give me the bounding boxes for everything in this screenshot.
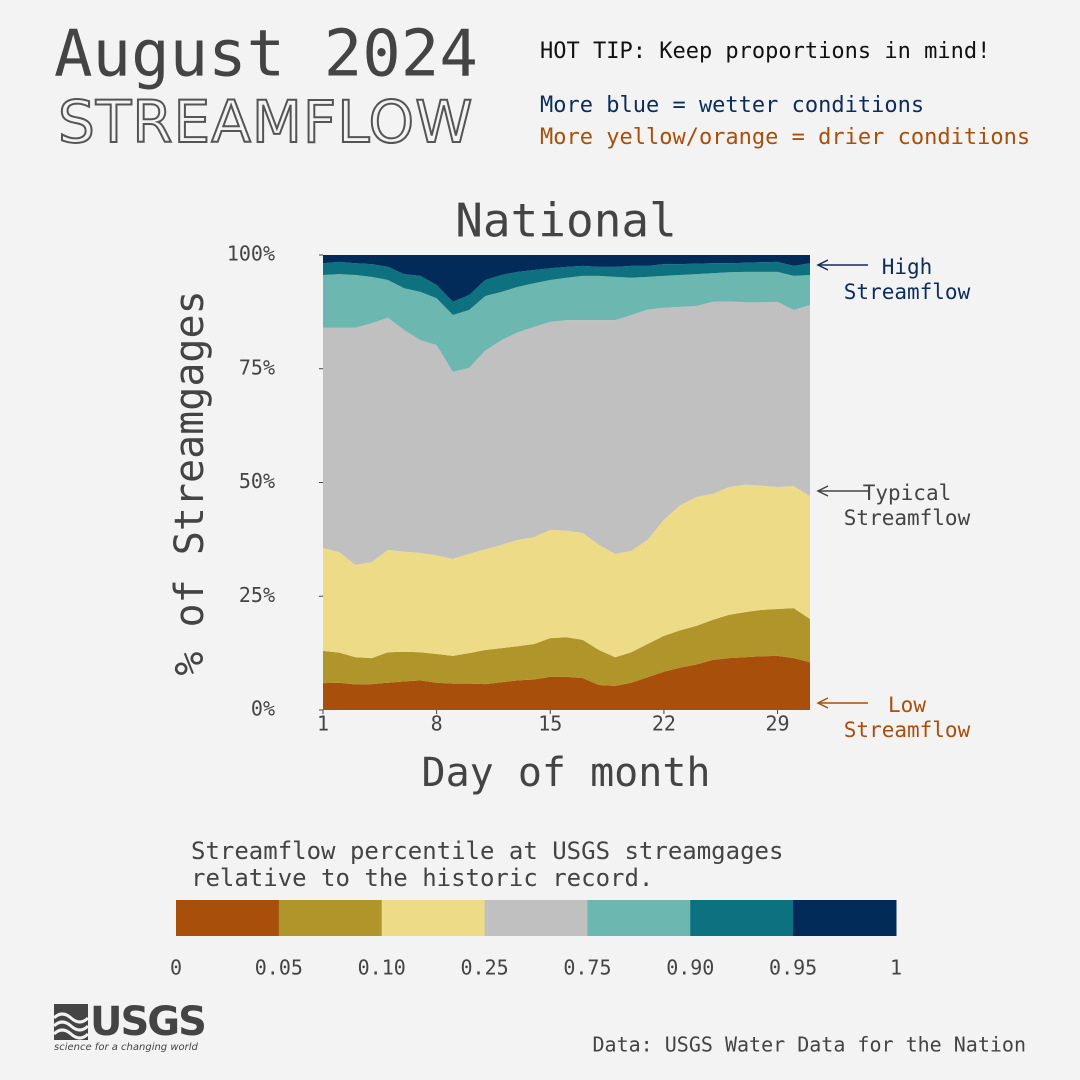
title: August 2024 <box>54 18 478 92</box>
colorbar-tick-label: 0.10 <box>358 956 406 980</box>
logo-waves <box>52 1012 90 1040</box>
logo-tagline: science for a changing world <box>54 1042 199 1053</box>
colorbar-title: Streamflow percentile at USGS streamgage… <box>191 837 783 865</box>
colorbar-tick-label: 0.75 <box>563 956 611 980</box>
colorbar-tick-label: 0.95 <box>769 956 817 980</box>
colorbar-swatch <box>278 900 383 936</box>
y-tick-label: 50% <box>239 469 275 493</box>
x-tick-label: 29 <box>765 712 789 736</box>
area <box>323 301 810 565</box>
area <box>323 655 810 710</box>
chart-title: National <box>455 194 677 248</box>
tip: HOT TIP: Keep proportions in mind! <box>540 39 990 64</box>
y-tick-label: 25% <box>239 583 275 607</box>
colorbar-swatch <box>793 900 897 936</box>
colorbar-tick-label: 0.05 <box>255 956 303 980</box>
colorbar-tick-label: 0 <box>170 956 182 980</box>
area <box>323 255 810 302</box>
colorbar-swatch <box>690 900 794 936</box>
annotation: Streamflow <box>844 718 971 742</box>
source: Data: USGS Water Data for the Nation <box>593 1033 1026 1057</box>
colorbar-swatch <box>587 900 691 936</box>
area <box>323 271 810 372</box>
annotation: Streamflow <box>844 280 971 304</box>
area <box>323 484 810 659</box>
colorbar-tick-label: 1 <box>890 956 902 980</box>
x-tick-label: 8 <box>431 712 443 736</box>
logo-text: USGS <box>90 999 205 1045</box>
colorbar-tick-label: 0.90 <box>666 956 714 980</box>
x-axis-label: Day of month <box>422 750 711 796</box>
annotation: Low <box>888 693 926 717</box>
usgs-logo: USGS science for a changing world <box>52 999 207 1053</box>
annotation-arrowhead <box>816 485 829 497</box>
area <box>323 261 810 316</box>
colorbar-swatch <box>484 900 588 936</box>
dry-note: More yellow/orange = drier conditions <box>540 125 1030 150</box>
x-tick-label: 1 <box>317 712 329 736</box>
y-tick-label: 100% <box>227 242 275 266</box>
y-tick-label: 75% <box>239 355 275 379</box>
area <box>323 608 810 686</box>
x-tick-label: 15 <box>538 712 562 736</box>
colorbar-swatch <box>381 900 486 936</box>
annotation: Streamflow <box>844 506 971 530</box>
x-tick-label: 22 <box>652 712 676 736</box>
wet-note: More blue = wetter conditions <box>540 93 924 118</box>
colorbar-tick-label: 0.25 <box>460 956 508 980</box>
subtitle: STREAMFLOW <box>58 88 474 156</box>
y-tick-label: 0% <box>251 697 275 721</box>
y-axis-label: % of Streamgages <box>167 290 213 675</box>
colorbar-swatch <box>176 900 280 936</box>
annotation: Typical <box>863 481 952 505</box>
annotation: High <box>882 255 933 279</box>
annotation-arrowhead <box>816 259 829 271</box>
annotation-arrowhead <box>816 697 829 709</box>
colorbar-title: relative to the historic record. <box>191 864 653 892</box>
